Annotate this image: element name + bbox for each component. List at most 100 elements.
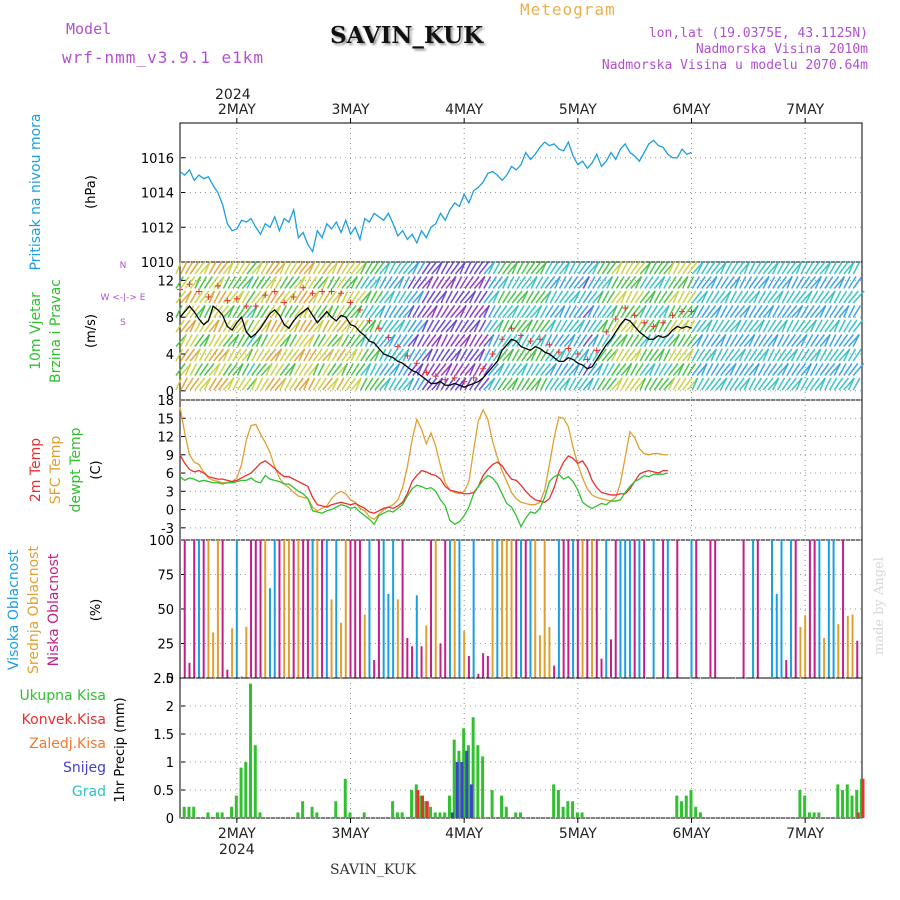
wind-barb: [748, 276, 759, 289]
wind-barb: [194, 334, 205, 347]
wind-barb: [431, 276, 440, 289]
wind-barb: [800, 276, 811, 289]
wind-barb: [345, 377, 357, 391]
wind-barb: [431, 363, 441, 376]
wind-barb: [573, 377, 583, 391]
wind-barb: [843, 305, 850, 318]
wind-barb: [175, 363, 186, 376]
wind-barb: [634, 319, 643, 333]
gust-marker: [366, 317, 373, 324]
wind-barb: [753, 261, 762, 275]
wind-barb: [776, 276, 788, 289]
wind-barb: [606, 363, 615, 376]
precip-bar: [807, 812, 811, 818]
wind-barb: [757, 305, 769, 318]
wind-barb: [279, 348, 288, 362]
wind-barb: [260, 276, 271, 289]
wind-barb: [606, 319, 614, 333]
wind-barb: [336, 319, 348, 333]
wind-barb: [364, 276, 376, 289]
precip-bar: [410, 790, 414, 818]
wind-barb: [331, 276, 341, 289]
wind-ylabel-1: 10m Vjetar: [28, 292, 44, 370]
wind-barb: [203, 334, 211, 347]
precip-bar: [571, 801, 575, 818]
precip-bar: [438, 812, 442, 818]
wind-barb: [421, 363, 430, 376]
wind-barb: [795, 377, 803, 391]
wind-barb: [776, 261, 785, 275]
wind-barb: [303, 305, 311, 318]
wind-barb: [312, 363, 320, 376]
wind-barb: [833, 363, 842, 376]
wind-barb: [317, 348, 329, 362]
wind-barb: [369, 319, 377, 333]
wind-barb: [241, 377, 252, 391]
wind-barb: [322, 334, 333, 347]
wind-barb: [407, 348, 416, 362]
wind-barb: [639, 305, 647, 318]
wind-barb: [350, 276, 358, 289]
precip-bar: [244, 762, 248, 818]
wind-barb: [743, 319, 754, 333]
precip-bar: [215, 812, 219, 818]
wind-barb: [791, 319, 800, 333]
wind-barb: [554, 261, 565, 275]
wind-barb: [701, 305, 711, 318]
wind-barb: [180, 334, 188, 347]
wind-barb: [246, 319, 255, 333]
wind-barb: [397, 305, 409, 318]
wind-barb: [355, 305, 363, 318]
wind-barb: [426, 290, 436, 304]
wind-barb: [843, 319, 852, 333]
precip-bar: [457, 750, 461, 818]
wind-barb: [786, 377, 797, 391]
precip-bar: [817, 812, 821, 818]
meteogram-title: Meteogram: [520, 0, 616, 19]
precip-bar: [239, 767, 243, 818]
wind-barb: [710, 290, 720, 304]
precip-bar: [481, 756, 485, 818]
wind-barb: [279, 377, 287, 391]
wind-barb: [468, 334, 478, 347]
wind-barb: [213, 261, 223, 275]
wind-barb: [729, 305, 740, 318]
wind-barb: [824, 348, 834, 362]
wind-barb: [255, 348, 265, 362]
wind-barb: [227, 261, 234, 275]
gust-marker: [309, 290, 316, 297]
wind-barb: [682, 377, 693, 391]
gust-marker: [499, 336, 506, 343]
wind-barb: [180, 261, 188, 275]
wind-barb: [620, 348, 631, 362]
wind-barb: [459, 348, 468, 362]
y-tick-label: 12: [157, 431, 174, 446]
wind-barb: [544, 276, 556, 289]
wind-barb: [336, 348, 346, 362]
wind-barb: [625, 305, 635, 318]
wind-barb: [743, 276, 753, 289]
precip-bar: [689, 790, 693, 818]
wind-barb: [274, 334, 286, 347]
wind-barb: [644, 319, 655, 333]
wind-barb: [582, 290, 593, 304]
wind-barb: [639, 276, 648, 289]
wind-barb: [724, 334, 733, 347]
wind-barb: [502, 304, 514, 319]
wind-barb: [355, 348, 364, 362]
wind-barb: [511, 377, 519, 391]
wind-barb: [838, 290, 848, 304]
wind-barb: [435, 363, 447, 376]
wind-barb: [402, 363, 412, 376]
wind-barb: [217, 363, 227, 376]
wind-barb: [426, 319, 435, 333]
wind-barb: [497, 377, 507, 391]
wind-barb: [303, 348, 312, 362]
wind-barb: [847, 377, 855, 391]
wind-barb: [710, 348, 718, 362]
wind-barb: [217, 334, 228, 347]
gust-marker: [574, 351, 581, 357]
gust-marker: [423, 369, 430, 376]
wind-barb: [374, 363, 383, 376]
precip-bar: [296, 812, 300, 818]
